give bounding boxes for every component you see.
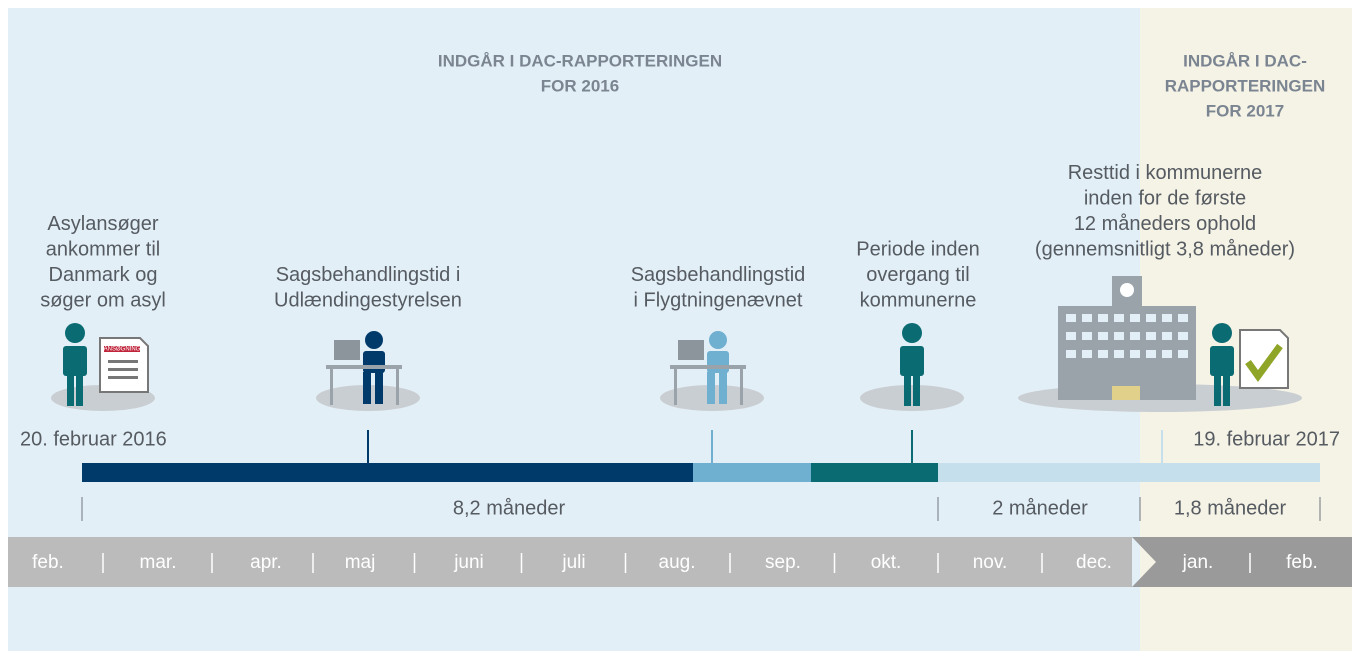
timeline-segment	[693, 463, 811, 482]
timeline-segment	[811, 463, 938, 482]
section-header: INDGÅR I DAC-RAPPORTERINGEN	[438, 51, 722, 70]
step-label: overgang til	[866, 264, 969, 286]
end-date: 19. februar 2017	[1193, 428, 1340, 450]
step-label: søger om asyl	[40, 289, 166, 311]
step-label: Resttid i kommunerne	[1068, 162, 1263, 184]
month-ribbon-2017	[1132, 537, 1352, 587]
month-label: sep.	[765, 552, 801, 573]
duration-separators	[81, 497, 1321, 521]
step-label: Danmark og	[49, 264, 158, 286]
approved-document	[1239, 329, 1289, 389]
start-date: 20. februar 2016	[20, 428, 167, 450]
section-header: FOR 2017	[1206, 101, 1284, 120]
section-header: RAPPORTERINGEN	[1165, 76, 1326, 95]
month-label: juli	[561, 552, 585, 573]
step-label: Sagsbehandlingstid i	[276, 264, 461, 286]
month-label: dec.	[1076, 552, 1112, 573]
month-label: maj	[345, 552, 376, 573]
month-label: nov.	[973, 552, 1008, 573]
step-label: Asylansøger	[47, 213, 158, 235]
duration-label: 1,8 måneder	[1174, 497, 1287, 519]
section-header: FOR 2016	[541, 76, 619, 95]
document-label: ANSØGNING	[104, 347, 141, 353]
month-ribbon	[8, 537, 1132, 587]
month-label: apr.	[250, 552, 282, 573]
step-label: 12 måneders ophold	[1074, 213, 1256, 235]
section-header: INDGÅR I DAC-	[1183, 51, 1307, 70]
duration-label: 8,2 måneder	[453, 497, 566, 519]
step-label: ankommer til	[46, 238, 160, 260]
month-label: mar.	[140, 552, 177, 573]
person-icon	[63, 323, 87, 406]
duration-label: 2 måneder	[992, 497, 1088, 519]
step-label: Udlændingestyrelsen	[274, 289, 462, 311]
step-label: (gennemsnitligt 3,8 måneder)	[1035, 238, 1295, 260]
step-label: i Flygtningenævnet	[634, 289, 803, 311]
month-label: feb.	[32, 552, 64, 573]
month-label: juni	[453, 552, 484, 573]
step-label: inden for de første	[1084, 187, 1246, 209]
desk-icon	[670, 331, 746, 405]
step-label: Sagsbehandlingstid	[631, 264, 806, 286]
application-document: ANSØGNING	[99, 337, 149, 393]
timeline-segment	[938, 463, 1320, 482]
step-label: Periode inden	[856, 238, 979, 260]
month-label: okt.	[871, 552, 902, 573]
building-icon	[1058, 276, 1196, 400]
person-icon	[1210, 323, 1234, 406]
person-icon	[900, 323, 924, 406]
timeline-segment	[82, 463, 693, 482]
desk-icon	[326, 331, 402, 405]
month-label: feb.	[1286, 552, 1318, 573]
month-label: jan.	[1182, 552, 1214, 573]
month-label: aug.	[659, 552, 696, 573]
step-label: kommunerne	[860, 289, 977, 311]
